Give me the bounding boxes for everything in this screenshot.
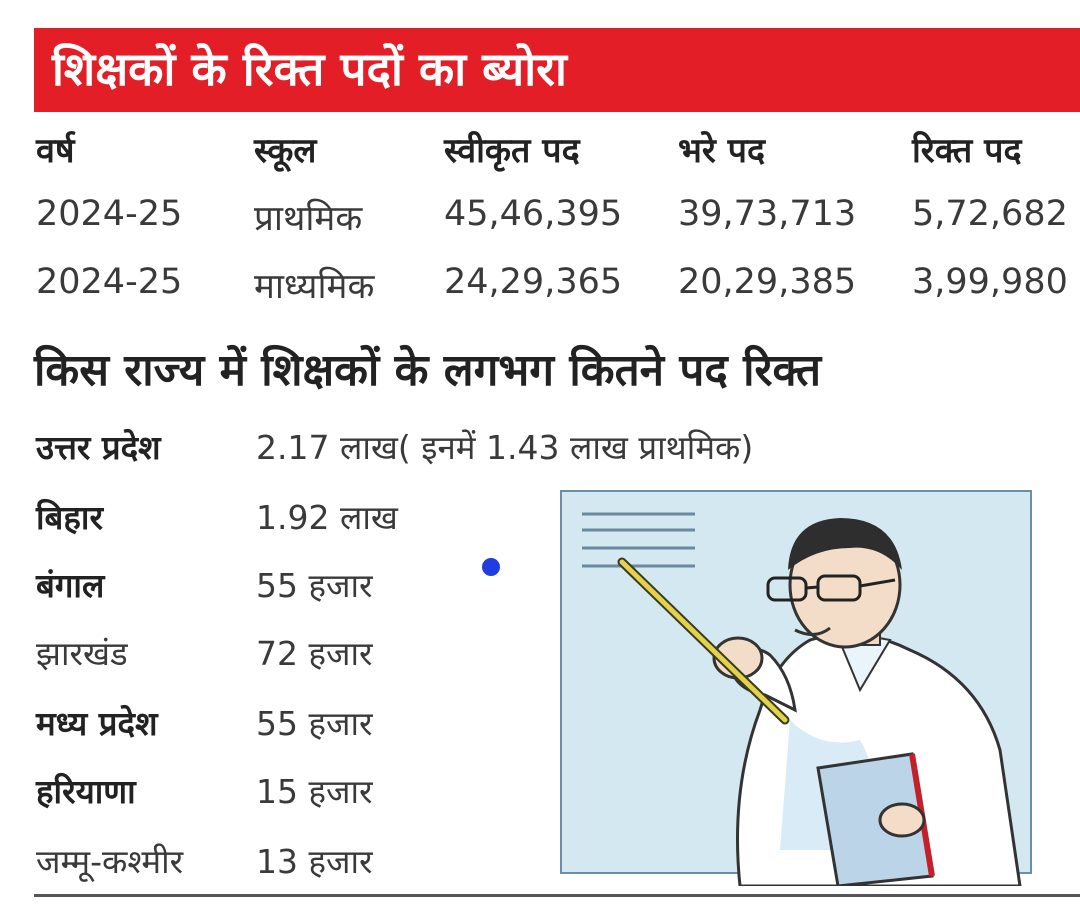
- state-value: 13 हजार: [256, 842, 373, 881]
- table-cell: प्राथमिक: [254, 199, 363, 239]
- header-sanctioned: स्वीकृत पद: [444, 131, 580, 171]
- title-banner: शिक्षकों के रिक्त पदों का ब्योरा: [34, 28, 1080, 112]
- bottom-divider: [34, 894, 1080, 897]
- state-name: बिहार: [36, 498, 103, 537]
- state-name: उत्तर प्रदेश: [36, 428, 161, 467]
- header-filled: भरे पद: [678, 131, 766, 171]
- teacher-with-pointer-illustration: [560, 490, 1032, 886]
- table-cell: माध्यमिक: [254, 267, 375, 307]
- state-name: हरियाणा: [36, 772, 136, 811]
- table-cell: 20,29,385: [678, 262, 857, 302]
- section-subtitle: किस राज्य में शिक्षकों के लगभग कितने पद …: [34, 345, 822, 396]
- table-cell: 39,73,713: [678, 194, 857, 234]
- header-year: वर्ष: [36, 131, 75, 171]
- header-vacant: रिक्त पद: [912, 131, 1022, 171]
- table-cell: 45,46,395: [444, 194, 623, 234]
- state-value: 15 हजार: [256, 772, 373, 811]
- state-name: मध्य प्रदेश: [36, 704, 158, 743]
- state-value: 55 हजार: [256, 566, 373, 605]
- table-cell: 3,99,980: [912, 262, 1068, 302]
- state-name: झारखंड: [36, 634, 128, 673]
- page-title: शिक्षकों के रिक्त पदों का ब्योरा: [52, 42, 567, 96]
- table-cell: 5,72,682: [912, 194, 1068, 234]
- table-cell: 2024-25: [36, 194, 183, 234]
- state-value: 1.92 लाख: [256, 498, 398, 537]
- state-value: 2.17 लाख( इनमें 1.43 लाख प्राथमिक): [256, 428, 754, 467]
- table-cell: 2024-25: [36, 262, 183, 302]
- header-school: स्कूल: [254, 131, 317, 171]
- state-value: 55 हजार: [256, 704, 373, 743]
- table-cell: 24,29,365: [444, 262, 623, 302]
- state-value: 72 हजार: [256, 634, 373, 673]
- state-name: बंगाल: [36, 566, 105, 605]
- marker-dot: [482, 558, 500, 576]
- state-name: जम्मू-कश्मीर: [36, 842, 184, 881]
